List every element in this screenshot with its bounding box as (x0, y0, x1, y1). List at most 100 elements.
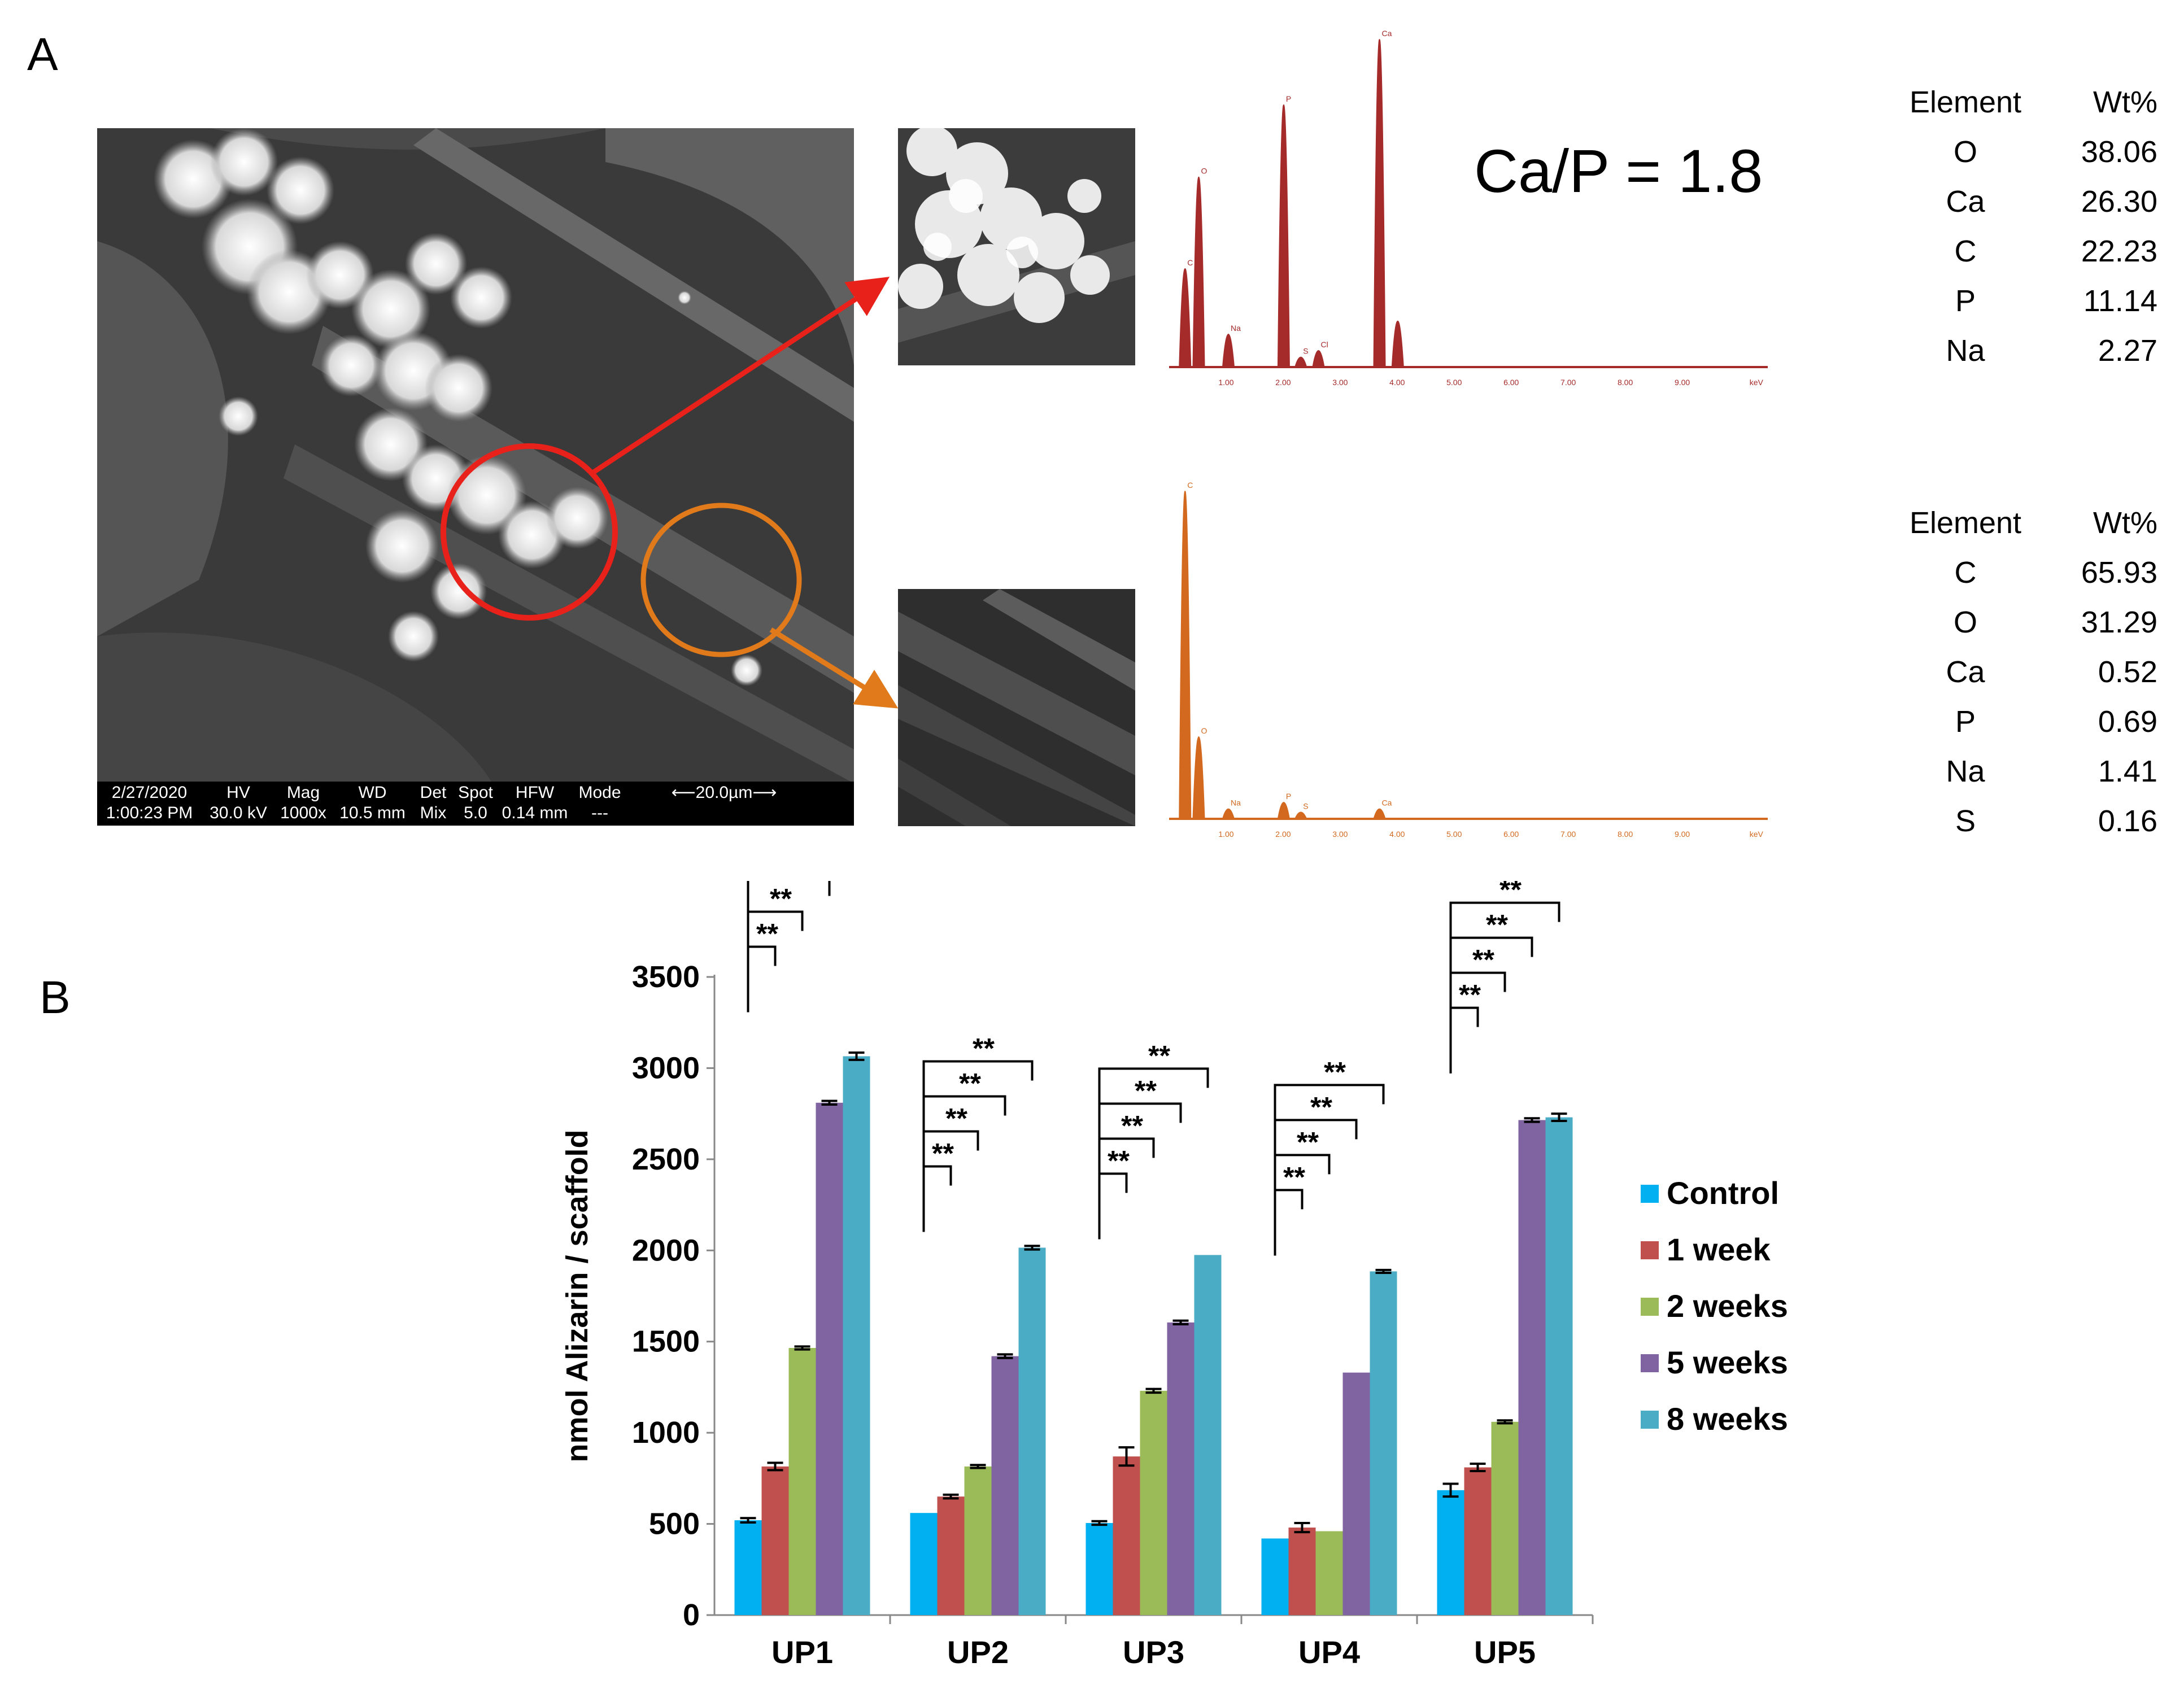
significance-bracket (747, 945, 777, 1013)
significance-marker: ** (756, 918, 778, 949)
bar (937, 1496, 965, 1615)
significance-marker: ** (1108, 1145, 1130, 1176)
significance-marker: ** (1135, 1075, 1157, 1106)
spectrum-tick-label: 9.00 (1675, 830, 1690, 839)
spectrum-peak (1222, 808, 1235, 819)
peak-label: Cl (1320, 340, 1328, 349)
mineral-highlight-circle (441, 443, 618, 621)
element-cell: P (1955, 284, 1976, 318)
peak-label: P (1286, 792, 1291, 801)
significance-bracket (1274, 1084, 1385, 1256)
sem-info-bar: 2/27/2020 1:00:23 PM HV 30.0 kV Mag 1000x W… (97, 782, 854, 826)
significance-marker: ** (959, 1067, 981, 1099)
sem-info-bottom: Mix (420, 804, 447, 822)
header-element: Element (1909, 506, 2022, 540)
bar (1018, 1247, 1046, 1615)
sem-info-bottom: 5.0 (464, 804, 487, 822)
mineral-inset-texture (898, 128, 1135, 365)
significance-bracket (922, 1165, 952, 1232)
bar (1086, 1522, 1113, 1615)
significance-marker: ** (1297, 1126, 1319, 1158)
element-cell: P (1955, 705, 1976, 739)
header-wt: Wt% (2093, 506, 2157, 540)
spectrum-tick-label: 7.00 (1560, 378, 1576, 387)
legend-swatch (1641, 1185, 1659, 1203)
spectrum-tick-label: 2.00 (1275, 378, 1291, 387)
sem-info-top: HFW (515, 783, 555, 802)
x-tick-label: UP5 (1474, 1634, 1536, 1670)
significance-marker: ** (973, 1032, 995, 1064)
element-cell: Ca (1946, 655, 1985, 689)
spectrum-tick-label: 3.00 (1332, 378, 1348, 387)
peak-label: C (1187, 258, 1193, 267)
peak-label: Ca (1382, 29, 1392, 38)
wt-cell: 38.06 (2081, 135, 2157, 169)
sem-scale-bar: ⟵20.0µm⟶ (639, 783, 809, 803)
spectrum-tick-label: keV (1750, 378, 1764, 387)
spectrum-tick-label: 4.00 (1389, 378, 1405, 387)
element-cell: Na (1946, 334, 1985, 368)
bar (761, 1466, 789, 1615)
spectrum-peak (1294, 811, 1307, 819)
y-tick-label: 1000 (632, 1416, 700, 1450)
wt-cell: 11.14 (2083, 284, 2157, 318)
bar (1140, 1390, 1167, 1615)
y-tick-label: 1500 (632, 1325, 700, 1359)
significance-marker: ** (1121, 1110, 1143, 1141)
wt-cell: 31.29 (2081, 605, 2157, 639)
sem-info-bottom: 0.14 mm (502, 804, 568, 822)
wt-cell: 22.23 (2081, 234, 2157, 268)
significance-marker: ** (1148, 1040, 1170, 1071)
peak-label: Na (1231, 798, 1241, 808)
sem-info-top: Mode (578, 783, 621, 802)
y-tick-label: 2500 (632, 1142, 700, 1176)
element-cell: O (1953, 135, 1977, 169)
spectrum-tick-label: keV (1750, 830, 1764, 839)
wt-cell: 2.27 (2098, 334, 2157, 368)
legend-swatch (1641, 1298, 1659, 1316)
bar (1288, 1528, 1316, 1615)
bar (910, 1513, 938, 1615)
bar (1491, 1421, 1519, 1615)
sem-info-cell: 2/27/2020 1:00:23 PM (97, 783, 202, 823)
element-cell: C (1954, 556, 1977, 590)
fiber-inset-image (898, 589, 1135, 826)
sem-info-bottom: 1:00:23 PM (106, 804, 193, 822)
spectrum-peak (1294, 356, 1307, 368)
bar (1167, 1322, 1195, 1615)
sem-info-top: ⟵20.0µm⟶ (671, 783, 777, 802)
sem-info-cell: WD 10.5 mm (332, 783, 413, 823)
bar (816, 1102, 843, 1615)
legend-label: 5 weeks (1667, 1345, 1788, 1380)
significance-marker: ** (1472, 944, 1494, 976)
sem-info-top: Mag (286, 783, 320, 802)
bar (1518, 1120, 1546, 1615)
spectrum-peak (1179, 268, 1192, 368)
wt-cell: 26.30 (2081, 185, 2157, 219)
significance-bracket (747, 881, 749, 1013)
spectrum-peak (1373, 39, 1386, 368)
sem-info-top: WD (358, 783, 387, 802)
element-cell: Ca (1946, 185, 1985, 219)
spectrum-tick-label: 1.00 (1218, 378, 1233, 387)
bar (964, 1466, 992, 1615)
significance-bracket (1449, 901, 1560, 1074)
spectrum-peak (1222, 334, 1235, 368)
significance-bracket (922, 1060, 1034, 1232)
spectrum-peak (1391, 321, 1404, 368)
sem-info-top: Det (420, 783, 447, 802)
spectrum-tick-label: 6.00 (1503, 830, 1519, 839)
x-tick-label: UP2 (947, 1634, 1009, 1670)
significance-marker: ** (932, 1137, 954, 1169)
spectrum-tick-label: 8.00 (1618, 378, 1633, 387)
y-tick-label: 500 (649, 1507, 700, 1541)
x-tick-label: UP4 (1298, 1634, 1360, 1670)
y-tick-label: 3000 (632, 1051, 700, 1085)
bar (1113, 1456, 1140, 1615)
sem-info-top: HV (226, 783, 250, 802)
mineral-inset-image (898, 128, 1135, 365)
legend-swatch (1641, 1354, 1659, 1372)
sem-info-bottom: 30.0 kV (210, 804, 267, 822)
panel-a-label: A (27, 29, 58, 80)
wt-cell: 0.52 (2098, 655, 2157, 689)
